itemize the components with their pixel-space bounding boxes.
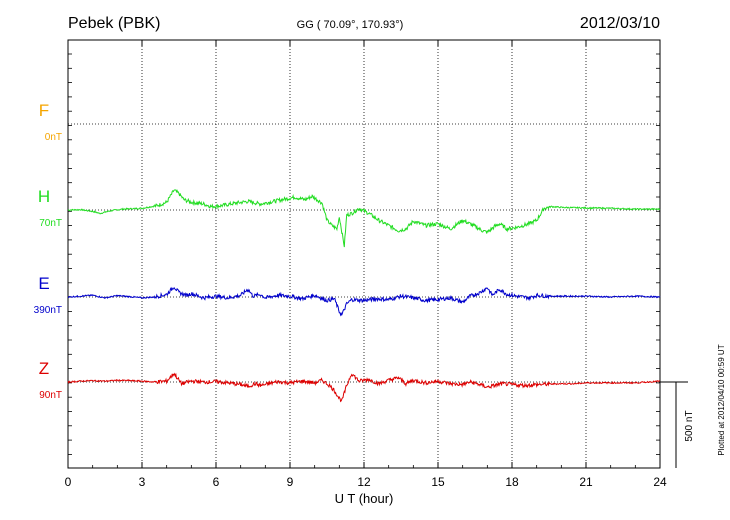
scale-bar-label: 500 nT — [684, 410, 695, 441]
trace-E — [67, 286, 661, 317]
plotted-at-note: Plotted at 2012/04/10 00:59 UT — [717, 344, 726, 455]
trace-Z — [67, 372, 661, 403]
x-tick-label-12: 12 — [357, 475, 371, 489]
series-label-group: F 0nT H 70nT E 390nT Z 90nT — [34, 101, 62, 401]
trace-group — [67, 189, 661, 403]
series-name-H: H — [38, 187, 50, 206]
coords-label: GG ( 70.09°, 170.93°) — [297, 19, 404, 31]
x-tick-label-9: 9 — [287, 475, 294, 489]
x-axis-label: U T (hour) — [335, 491, 394, 506]
series-offset-Z: 90nT — [39, 390, 62, 401]
grid-lines — [68, 40, 660, 468]
x-tick-label-6: 6 — [213, 475, 220, 489]
series-name-E: E — [38, 274, 49, 293]
x-tick-label-3: 3 — [139, 475, 146, 489]
series-offset-E: 390nT — [34, 305, 62, 316]
date-label: 2012/03/10 — [580, 15, 660, 32]
station-title: Pebek (PBK) — [68, 15, 160, 32]
x-tick-label-24: 24 — [653, 475, 667, 489]
series-name-F: F — [39, 101, 49, 120]
trace-H — [67, 189, 661, 248]
x-tick-label-21: 21 — [579, 475, 593, 489]
x-tick-label-0: 0 — [65, 475, 72, 489]
series-offset-F: 0nT — [45, 132, 62, 143]
series-offset-H: 70nT — [39, 218, 62, 229]
x-tick-group: 0 3 6 9 12 15 18 21 24 — [65, 40, 667, 489]
series-name-Z: Z — [39, 359, 49, 378]
x-tick-label-18: 18 — [505, 475, 519, 489]
x-tick-label-15: 15 — [431, 475, 445, 489]
